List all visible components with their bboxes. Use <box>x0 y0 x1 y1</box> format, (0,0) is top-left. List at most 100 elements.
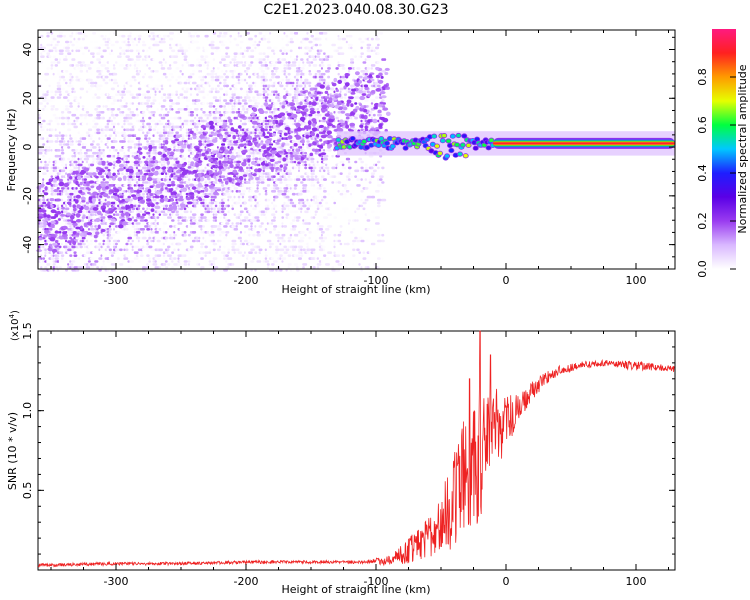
heatmap-cell <box>94 99 98 102</box>
heatmap-cell <box>121 260 126 263</box>
heatmap-cell <box>175 58 180 61</box>
heatmap-cell <box>212 263 216 266</box>
heatmap-cell <box>266 52 271 55</box>
heatmap-cell <box>185 52 191 55</box>
heatmap-cell <box>131 248 134 252</box>
heatmap-cell <box>125 242 129 246</box>
heatmap-cell <box>60 116 66 120</box>
heatmap-cell <box>227 184 231 187</box>
heatmap-cell <box>142 93 147 96</box>
heatmap-cell <box>287 172 293 175</box>
heatmap-cell <box>135 134 138 137</box>
heatmap-cell <box>204 198 208 202</box>
heatmap-cell <box>160 75 166 79</box>
heatmap-cell <box>154 163 159 167</box>
heatmap-cell <box>160 67 166 70</box>
heatmap-cell <box>252 70 257 73</box>
heatmap-cell <box>150 140 156 143</box>
heatmap-cell <box>243 207 248 211</box>
heatmap-cell <box>104 172 107 175</box>
heatmap-cell <box>219 111 222 114</box>
heatmap-cell <box>104 134 108 137</box>
heatmap-cell <box>44 108 49 111</box>
heatmap-cell <box>227 105 230 108</box>
heatmap-cell <box>235 90 241 94</box>
heatmap-cell <box>112 160 117 164</box>
heatmap-cell <box>148 75 153 79</box>
heatmap-cell <box>119 81 122 85</box>
heatmap-cell <box>208 251 212 254</box>
heatmap-cell <box>152 128 157 132</box>
heatmap-cell <box>117 122 120 126</box>
heatmap-cell <box>175 131 179 135</box>
heatmap-cell <box>92 140 95 143</box>
heatmap-cell <box>227 169 230 173</box>
heatmap-cell <box>173 245 178 249</box>
heatmap-cell <box>175 113 178 117</box>
heatmap-cell <box>264 64 269 67</box>
heatmap-cell <box>71 32 74 35</box>
heatmap-cell <box>137 225 142 228</box>
heatmap-cell <box>196 263 199 266</box>
heatmap-cell <box>150 231 154 234</box>
heatmap-cell <box>175 111 181 114</box>
heatmap-cell <box>279 190 283 193</box>
heatmap-cell <box>271 213 276 216</box>
heatmap-cell <box>108 178 112 181</box>
heatmap-cell <box>100 70 104 73</box>
heatmap-cell <box>248 251 253 254</box>
heatmap-cell <box>135 64 141 67</box>
heatmap-cell <box>38 37 42 41</box>
heatmap-cell <box>81 236 86 240</box>
heatmap-cell <box>216 225 222 228</box>
heatmap-cell <box>123 61 127 64</box>
heatmap-cell <box>189 181 194 184</box>
heatmap-cell <box>194 192 199 196</box>
heatmap-cell <box>115 248 121 252</box>
heatmap-cell <box>135 72 140 76</box>
heatmap-cell <box>262 72 265 76</box>
heatmap-cell <box>248 257 252 260</box>
heatmap-cell <box>94 257 98 260</box>
heatmap-cell <box>268 231 273 234</box>
heatmap-cell <box>63 58 68 61</box>
heatmap-cell <box>40 149 45 152</box>
heatmap-cell <box>181 52 185 55</box>
heatmap-cell <box>85 175 91 178</box>
heatmap-cell <box>117 55 122 58</box>
heatmap-cell <box>216 67 220 70</box>
heatmap-cell <box>110 119 113 123</box>
heatmap-cell <box>191 37 197 41</box>
heatmap-cell <box>273 55 276 58</box>
heatmap-cell <box>287 122 291 126</box>
heatmap-cell <box>121 34 126 38</box>
heatmap-cell <box>208 204 213 208</box>
heatmap-cell <box>131 43 136 47</box>
heatmap-cell <box>248 263 253 266</box>
heatmap-cell <box>46 260 49 263</box>
heatmap-cell <box>144 96 147 99</box>
heatmap-cell <box>69 93 72 96</box>
heatmap-cell <box>38 222 41 225</box>
heatmap-cell <box>135 58 141 61</box>
heatmap-cell <box>273 228 277 231</box>
heatmap-cell <box>117 131 120 135</box>
heatmap-cell <box>177 219 180 222</box>
heatmap-cell <box>100 151 103 155</box>
heatmap-cell <box>90 225 94 228</box>
heatmap-cell <box>56 260 60 263</box>
heatmap-cell <box>173 269 176 272</box>
heatmap-cell <box>127 260 130 263</box>
heatmap-cell <box>102 260 105 263</box>
heatmap-cell <box>139 219 145 222</box>
heatmap-cell <box>289 37 294 41</box>
heatmap-cell <box>219 99 221 102</box>
heatmap-cell <box>146 105 151 108</box>
heatmap-cell <box>206 67 209 70</box>
heatmap-cell <box>92 55 95 58</box>
heatmap-cell <box>154 84 160 88</box>
heatmap-cell <box>291 228 297 231</box>
heatmap-cell <box>106 99 110 102</box>
heatmap-cell <box>202 225 206 228</box>
heatmap-cell <box>96 198 99 202</box>
